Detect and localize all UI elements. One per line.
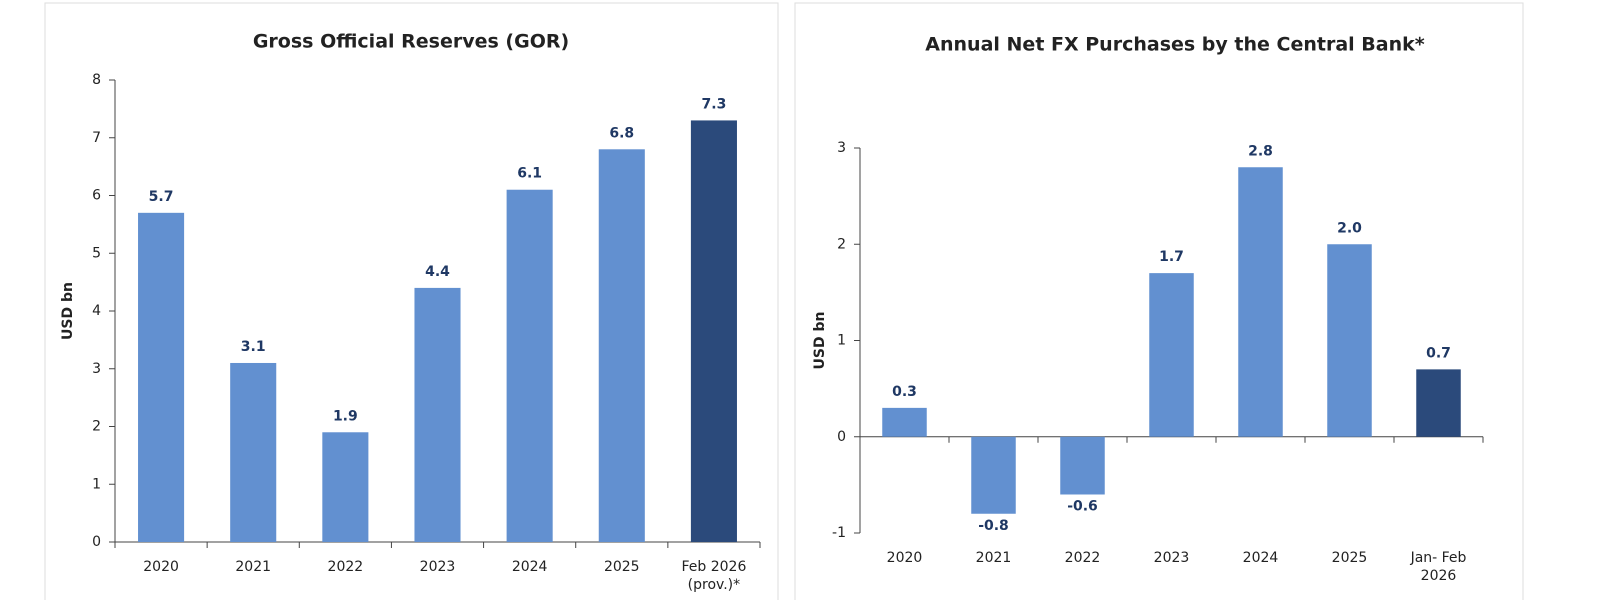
value-label: 1.7 — [1159, 249, 1184, 265]
y-tick-label: 6 — [92, 188, 101, 204]
y-tick-label: 3 — [92, 361, 101, 377]
bar — [1327, 244, 1372, 437]
bar — [971, 436, 1016, 514]
bar — [1149, 273, 1194, 437]
bar — [598, 149, 645, 543]
bar — [322, 432, 369, 542]
y-tick-label: 2 — [837, 236, 846, 252]
x-tick-label: Feb 2026 — [681, 559, 746, 575]
y-tick-label: 7 — [92, 130, 101, 146]
x-tick-label: (prov.)* — [688, 577, 740, 593]
value-label: 6.1 — [517, 166, 542, 182]
bar — [506, 189, 553, 542]
y-tick-label: 0 — [837, 429, 846, 445]
value-label: 7.3 — [702, 96, 727, 112]
y-tick-label: 1 — [837, 333, 846, 349]
y-tick-label: 3 — [837, 140, 846, 156]
y-axis-label: USD bn — [812, 312, 828, 370]
bar — [414, 287, 461, 542]
bar — [1060, 436, 1105, 495]
value-label: 0.3 — [892, 384, 917, 400]
y-tick-label: 0 — [92, 534, 101, 550]
y-tick-label: 4 — [92, 303, 101, 319]
x-tick-label: 2022 — [1065, 550, 1101, 566]
x-tick-label: 2025 — [604, 559, 640, 575]
bar — [1238, 167, 1283, 437]
bar — [690, 120, 737, 543]
value-label: 6.8 — [609, 125, 634, 141]
bar — [1416, 369, 1461, 437]
value-label: 1.9 — [333, 408, 358, 424]
x-tick-label: 2023 — [420, 559, 456, 575]
x-tick-label: 2024 — [1243, 550, 1279, 566]
bar — [882, 407, 927, 437]
value-label: -0.6 — [1067, 499, 1098, 515]
value-label: 0.7 — [1426, 345, 1451, 361]
y-tick-label: 5 — [92, 245, 101, 261]
y-tick-label: -1 — [832, 525, 846, 541]
value-label: 4.4 — [425, 264, 450, 280]
x-tick-label: 2026 — [1421, 568, 1457, 584]
value-label: 3.1 — [241, 339, 266, 355]
x-tick-label: 2023 — [1154, 550, 1190, 566]
x-tick-label: 2021 — [235, 559, 271, 575]
x-tick-label: 2021 — [976, 550, 1012, 566]
x-tick-label: 2024 — [512, 559, 548, 575]
chart-title: Gross Official Reserves (GOR) — [253, 31, 569, 53]
value-label: 2.0 — [1337, 220, 1362, 236]
x-tick-label: 2020 — [143, 559, 179, 575]
y-tick-label: 1 — [92, 476, 101, 492]
x-tick-label: 2022 — [328, 559, 364, 575]
value-label: -0.8 — [978, 518, 1009, 534]
chart-title: Annual Net FX Purchases by the Central B… — [925, 34, 1424, 56]
y-tick-label: 8 — [92, 72, 101, 88]
bar — [230, 362, 277, 542]
y-tick-label: 2 — [92, 419, 101, 435]
value-label: 5.7 — [149, 189, 174, 205]
value-label: 2.8 — [1248, 143, 1273, 159]
x-tick-label: 2020 — [887, 550, 923, 566]
x-tick-label: Jan- Feb — [1410, 550, 1467, 566]
x-tick-label: 2025 — [1332, 550, 1368, 566]
y-axis-label: USD bn — [60, 282, 76, 340]
bar — [138, 212, 185, 542]
